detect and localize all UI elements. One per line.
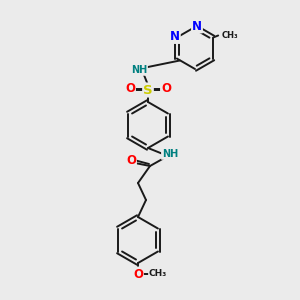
Text: NH: NH (162, 149, 178, 159)
Text: N: N (170, 30, 180, 43)
Text: S: S (143, 83, 153, 97)
Text: O: O (125, 82, 135, 95)
Text: NH: NH (131, 65, 147, 75)
Text: CH₃: CH₃ (221, 31, 238, 40)
Text: O: O (161, 82, 171, 95)
Text: N: N (192, 20, 202, 32)
Text: O: O (126, 154, 136, 167)
Text: CH₃: CH₃ (149, 269, 167, 278)
Text: O: O (133, 268, 143, 281)
